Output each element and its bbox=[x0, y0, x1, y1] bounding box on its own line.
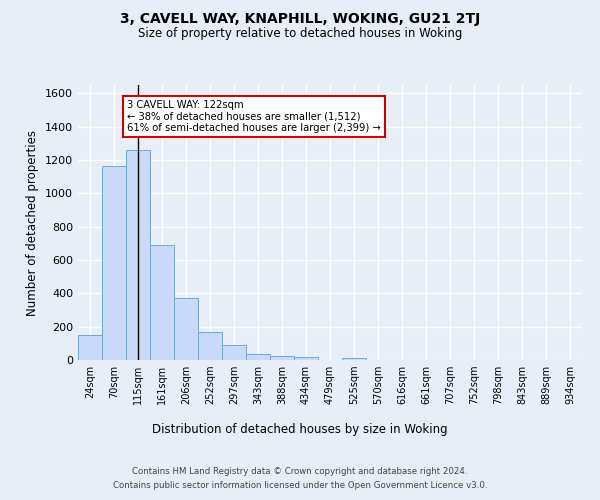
Text: 3, CAVELL WAY, KNAPHILL, WOKING, GU21 2TJ: 3, CAVELL WAY, KNAPHILL, WOKING, GU21 2T… bbox=[120, 12, 480, 26]
Bar bbox=[222, 345, 246, 360]
Text: Size of property relative to detached houses in Woking: Size of property relative to detached ho… bbox=[138, 28, 462, 40]
Y-axis label: Number of detached properties: Number of detached properties bbox=[26, 130, 40, 316]
Bar bbox=[246, 354, 270, 360]
Bar bbox=[150, 246, 174, 360]
Bar bbox=[102, 166, 126, 360]
Bar bbox=[126, 150, 150, 360]
Text: 3 CAVELL WAY: 122sqm
← 38% of detached houses are smaller (1,512)
61% of semi-de: 3 CAVELL WAY: 122sqm ← 38% of detached h… bbox=[127, 100, 381, 133]
Bar bbox=[198, 332, 222, 360]
Bar bbox=[78, 336, 102, 360]
Bar bbox=[270, 356, 294, 360]
Text: Contains HM Land Registry data © Crown copyright and database right 2024.: Contains HM Land Registry data © Crown c… bbox=[132, 468, 468, 476]
Text: Distribution of detached houses by size in Woking: Distribution of detached houses by size … bbox=[152, 422, 448, 436]
Bar bbox=[342, 358, 366, 360]
Bar bbox=[294, 356, 318, 360]
Bar bbox=[174, 298, 198, 360]
Text: Contains public sector information licensed under the Open Government Licence v3: Contains public sector information licen… bbox=[113, 481, 487, 490]
